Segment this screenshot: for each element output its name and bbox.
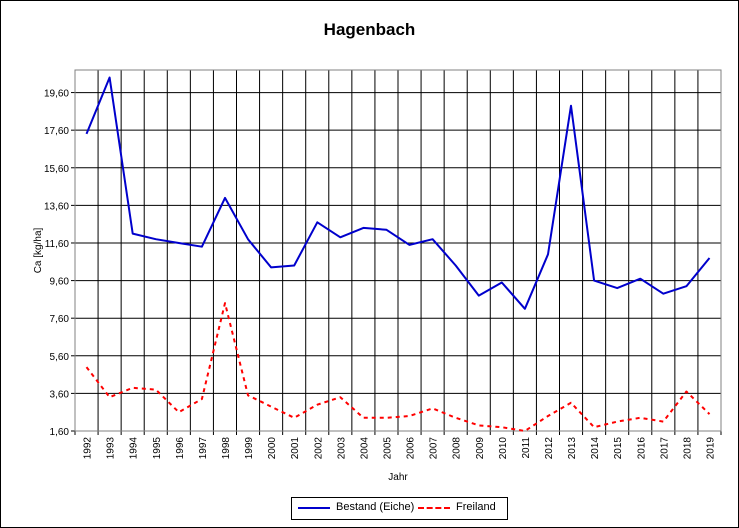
- x-tick-label: 2005: [382, 437, 393, 460]
- x-tick-label: 2012: [544, 437, 555, 460]
- x-axis-title: Jahr: [388, 472, 408, 483]
- x-tick-label: 2017: [659, 437, 670, 460]
- x-tick-label: 2011: [521, 437, 532, 459]
- chart-title: Hagenbach: [323, 20, 416, 39]
- x-tick-label: 2008: [452, 437, 463, 460]
- x-tick-label: 1998: [221, 437, 232, 460]
- x-tick-label: 2006: [406, 437, 417, 460]
- x-tick-label: 1994: [129, 437, 140, 460]
- legend-label-freiland: Freiland: [456, 501, 496, 513]
- x-tick-label: 2001: [290, 437, 301, 460]
- y-tick-label: 19,60: [44, 89, 69, 100]
- x-tick-label: 2016: [636, 437, 647, 460]
- x-tick-label: 1999: [244, 437, 255, 460]
- x-tick-label: 2007: [429, 437, 440, 460]
- series-line-freiland: [85, 302, 711, 432]
- y-tick-label: 17,60: [44, 126, 69, 137]
- series-line-bestand: [85, 76, 711, 310]
- y-tick-label: 3,60: [50, 389, 70, 400]
- y-tick-label: 13,60: [44, 201, 69, 212]
- legend-label-bestand: Bestand (Eiche): [336, 501, 415, 513]
- x-tick-label: 2000: [267, 437, 278, 460]
- x-tick-label: 2003: [336, 437, 347, 460]
- x-tick-label: 2019: [705, 437, 716, 460]
- x-tick-label: 2013: [567, 437, 578, 460]
- y-tick-label: 5,60: [50, 352, 70, 363]
- y-tick-label: 9,60: [50, 277, 70, 288]
- y-axis-title: Ca [kg/ha]: [33, 227, 44, 273]
- legend-swatch-bestand: [298, 507, 330, 509]
- x-tick-label: 2014: [590, 437, 601, 460]
- x-tick-label: 2004: [359, 437, 370, 460]
- y-tick-label: 7,60: [50, 314, 70, 325]
- x-tick-label: 2009: [475, 437, 486, 460]
- legend-swatch-freiland: [418, 507, 450, 509]
- x-tick-label: 2010: [498, 437, 509, 460]
- legend: Bestand (Eiche) Freiland: [291, 497, 508, 520]
- y-tick-label: 11,60: [45, 239, 70, 250]
- x-tick-label: 1997: [198, 437, 209, 460]
- x-tick-label: 2002: [313, 437, 324, 460]
- y-tick-label: 1,60: [50, 427, 70, 438]
- y-tick-label: 15,60: [44, 164, 69, 175]
- x-tick-label: 1992: [83, 437, 94, 460]
- plot-border: [74, 69, 722, 432]
- x-tick-label: 2015: [613, 437, 624, 460]
- x-tick-label: 1996: [175, 437, 186, 460]
- x-tick-label: 2018: [682, 437, 693, 460]
- x-tick-label: 1993: [106, 437, 117, 460]
- x-tick-label: 1995: [152, 437, 163, 460]
